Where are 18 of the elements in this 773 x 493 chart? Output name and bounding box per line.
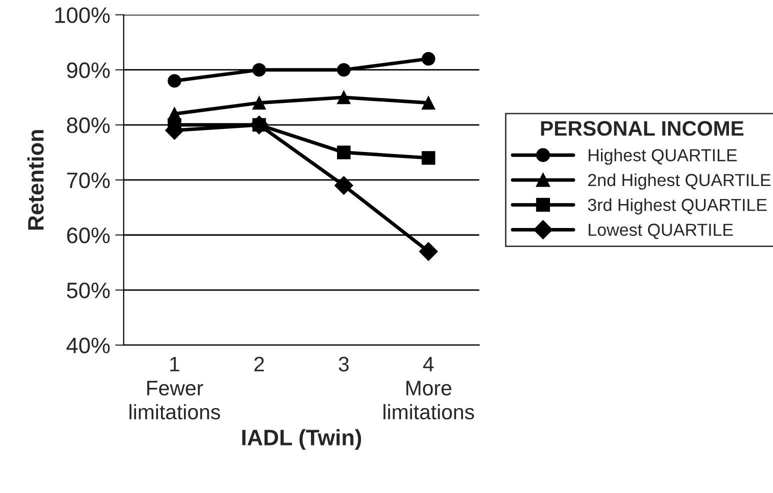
y-tick-label: 50% bbox=[66, 282, 110, 298]
x-tick-label: 3 bbox=[338, 356, 349, 372]
x-tick-label: 4 More limitations bbox=[384, 356, 474, 420]
y-tick-label: 80% bbox=[66, 117, 110, 134]
x-axis-title: IADL (Twin) bbox=[242, 429, 362, 450]
legend-label: 2nd Highest QUARTILE bbox=[588, 173, 771, 190]
x-tick-label: 1 Fewer limitations bbox=[130, 356, 220, 420]
y-tick-label: 100% bbox=[55, 7, 110, 24]
legend-label: 3rd Highest QUARTILE bbox=[588, 198, 767, 215]
legend-label: Lowest QUARTILE bbox=[588, 224, 733, 240]
y-tick-label: 40% bbox=[66, 338, 110, 354]
y-tick-label: 60% bbox=[67, 228, 110, 244]
legend-label: Highest QUARTILE bbox=[588, 148, 737, 165]
y-tick-label: 90% bbox=[67, 62, 110, 78]
y-tick-label: 70% bbox=[67, 172, 110, 188]
y-axis-title: Retention bbox=[27, 130, 44, 230]
legend-title: PERSONAL INCOME bbox=[541, 121, 744, 136]
x-tick-label: 2 bbox=[254, 356, 264, 372]
